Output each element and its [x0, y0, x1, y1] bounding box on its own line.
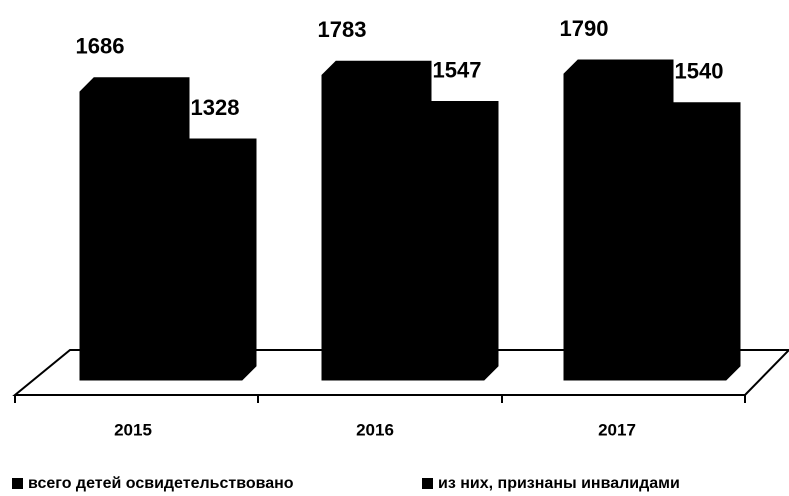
legend-label: всего детей освидетельствовано — [28, 475, 294, 492]
bar — [658, 102, 741, 381]
data-label: 1790 — [560, 16, 609, 41]
legend-swatch — [12, 478, 23, 489]
x-tick-label: 2016 — [356, 420, 394, 439]
data-label: 1328 — [191, 95, 240, 120]
legend-swatch — [422, 478, 433, 489]
legend-label: из них, признаны инвалидами — [438, 475, 680, 492]
bar — [563, 59, 674, 381]
x-tick-label: 2017 — [598, 420, 636, 439]
data-label: 1540 — [675, 59, 724, 84]
bar — [321, 60, 432, 381]
data-label: 1686 — [76, 34, 125, 59]
x-tick-label: 2015 — [114, 420, 152, 439]
data-label: 1547 — [433, 57, 482, 82]
data-label: 1783 — [318, 17, 367, 42]
bar — [416, 101, 499, 381]
bar — [79, 77, 190, 381]
bar — [174, 138, 257, 381]
